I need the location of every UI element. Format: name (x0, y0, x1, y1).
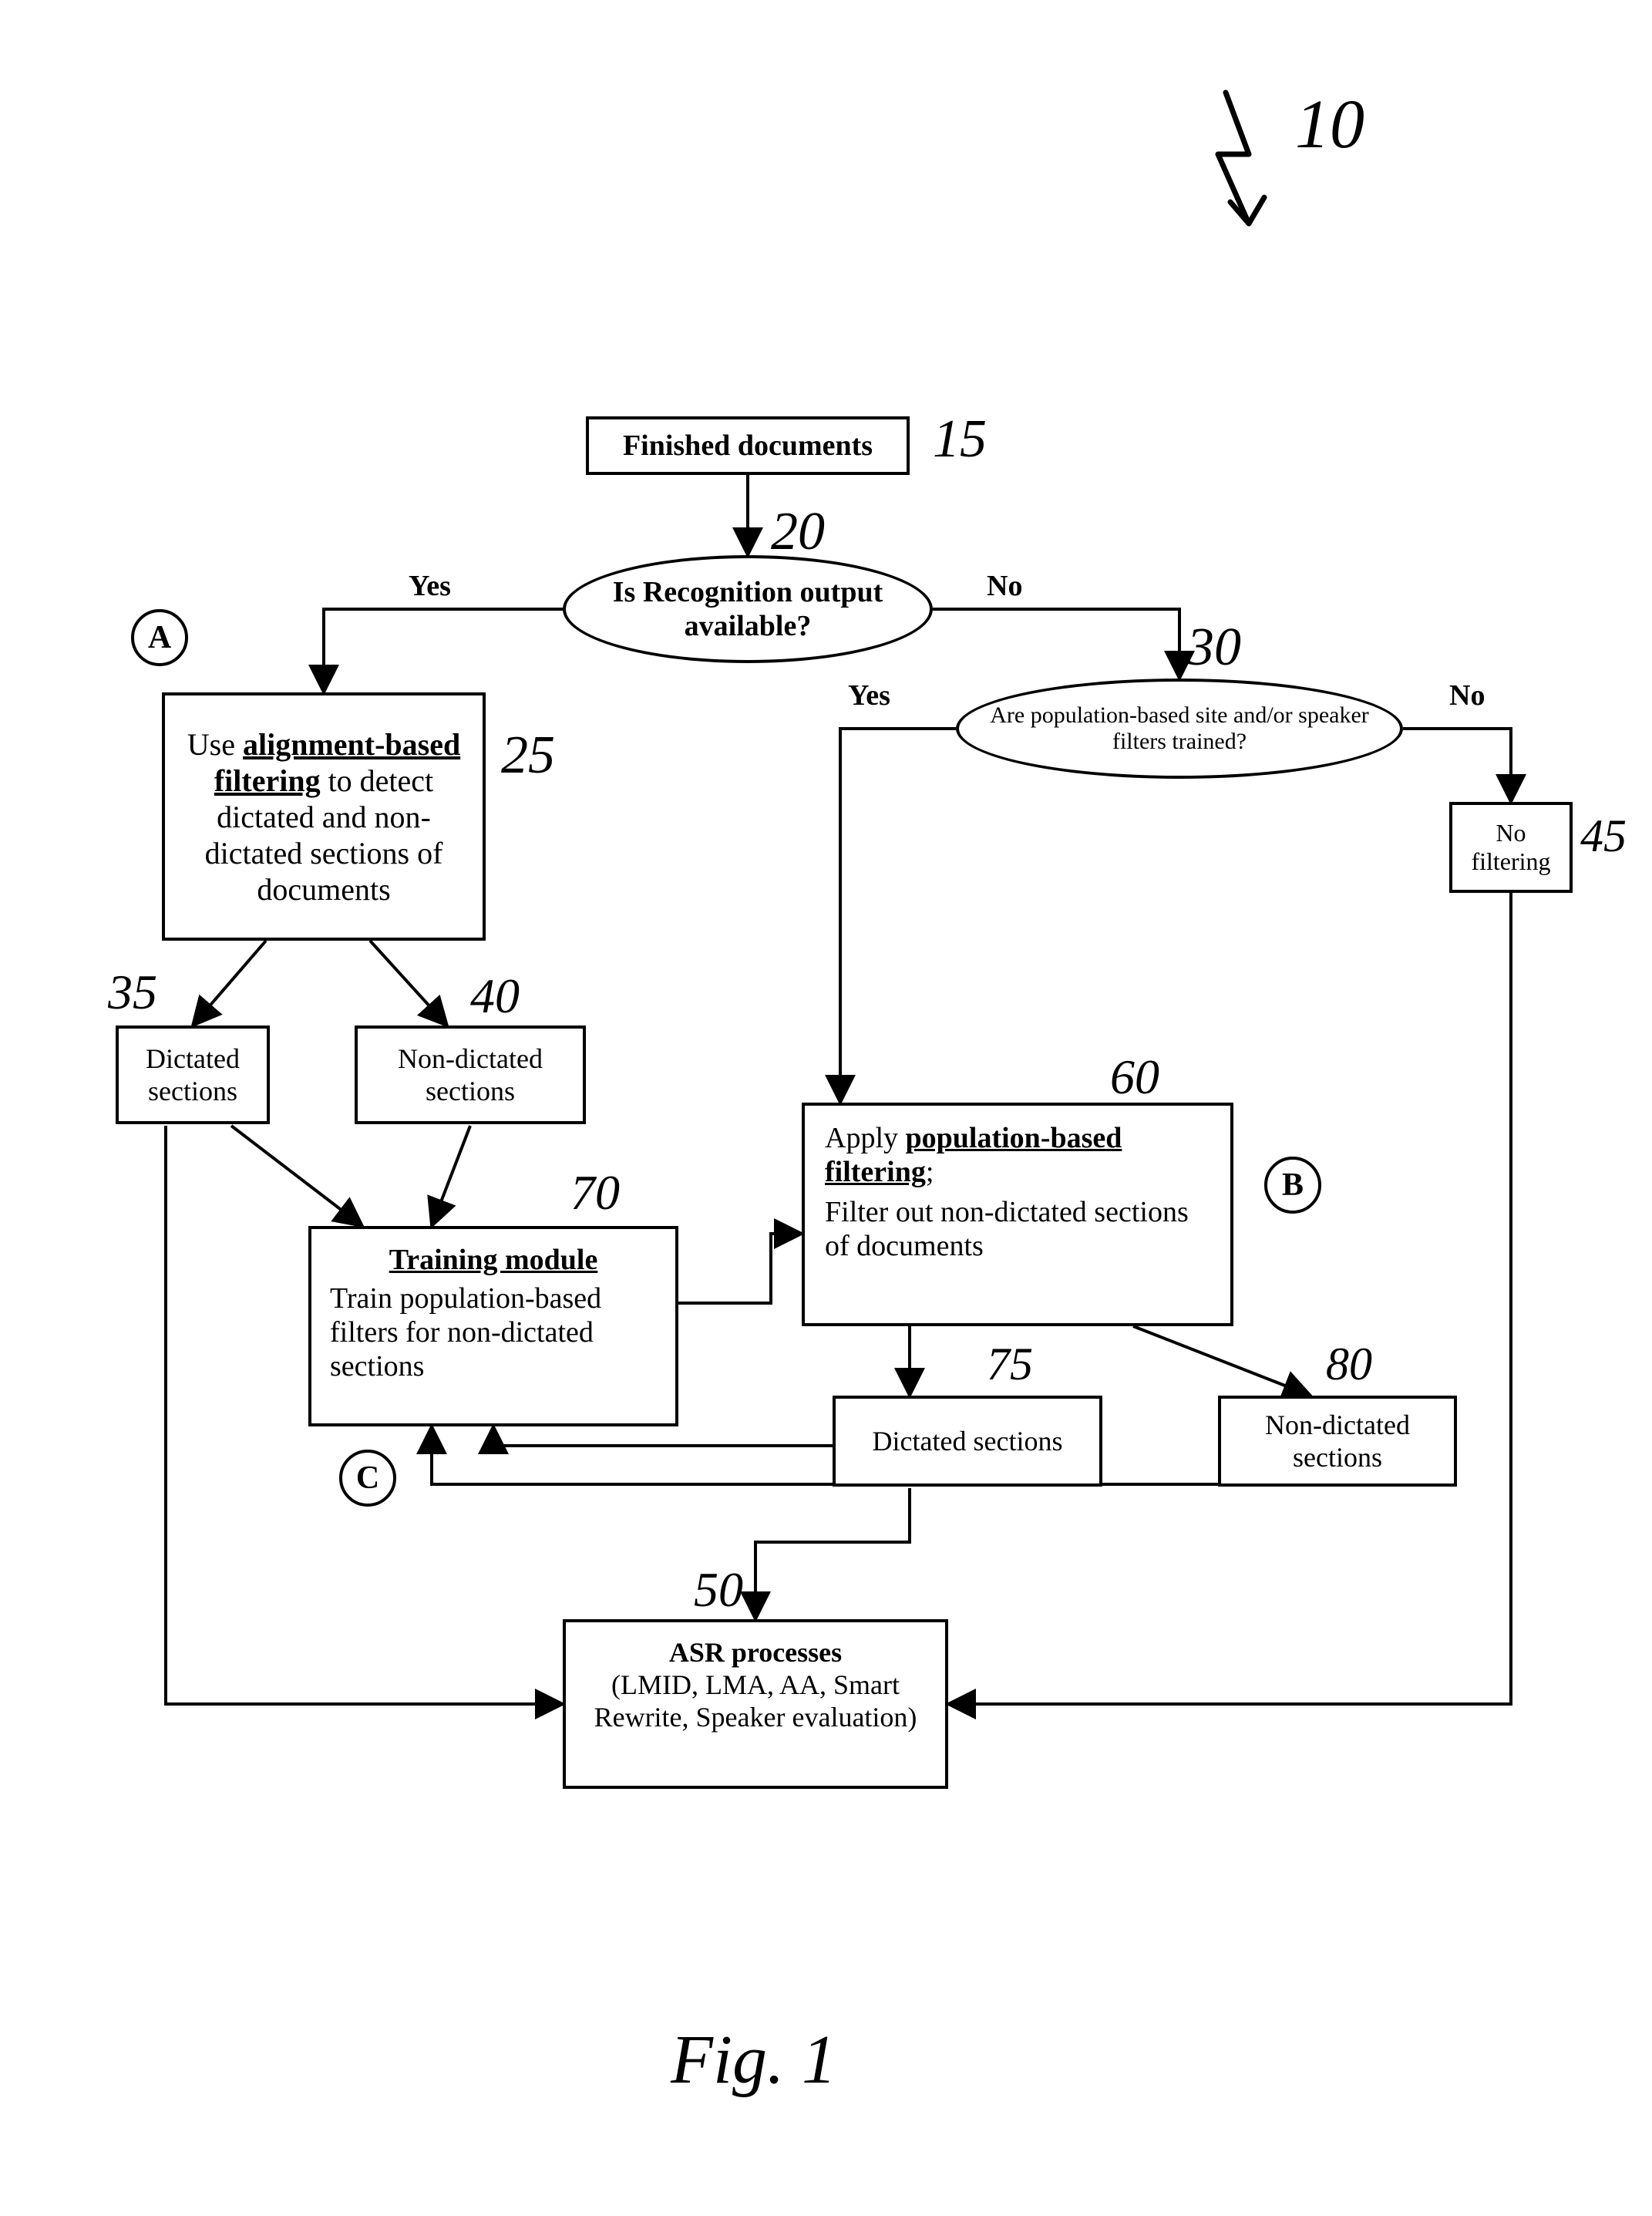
circle-B-text: B (1282, 1167, 1304, 1204)
node-nofilter-text: No filtering (1463, 819, 1559, 876)
label-70: 70 (570, 1164, 620, 1221)
flowchart-stage: 10 Finished documents 15 Is Recognition … (0, 0, 1652, 2216)
node-recog: Is Recognition output available? (563, 555, 933, 663)
annotation-10: 10 (1295, 85, 1364, 164)
node-dict1: Dictated sections (116, 1025, 270, 1124)
circle-B: B (1264, 1157, 1321, 1214)
label-30: 30 (1187, 617, 1241, 679)
figure-label: Fig. 1 (671, 2020, 836, 2100)
align-pre: Use (187, 727, 243, 762)
label-60: 60 (1110, 1049, 1159, 1106)
circle-A-text: A (148, 619, 171, 656)
node-finished: Finished documents (586, 416, 910, 475)
popfilter-line1: Apply population-based filtering; (825, 1121, 1210, 1189)
label-15: 15 (933, 409, 987, 470)
label-20: 20 (771, 501, 825, 563)
asr-body: (LMID, LMA, AA, Smart Rewrite, Speaker e… (583, 1669, 928, 1733)
edge-label-no-2: No (1449, 679, 1485, 712)
node-popQ-text: Are population-based site and/or speaker… (982, 702, 1377, 755)
asr-title: ASR processes (583, 1636, 928, 1669)
label-25: 25 (501, 725, 555, 786)
train-title: Training module (330, 1243, 657, 1277)
circle-C: C (339, 1450, 396, 1507)
node-train: Training module Train population-based f… (308, 1226, 678, 1426)
label-35: 35 (108, 964, 157, 1021)
circle-A: A (131, 609, 188, 666)
node-popfilter: Apply population-based filtering; Filter… (802, 1103, 1233, 1326)
node-align: Use alignment-based filtering to detect … (162, 692, 486, 941)
train-body: Train population-based filters for non-d… (330, 1281, 657, 1383)
node-dict2: Dictated sections (833, 1396, 1102, 1487)
node-nondict2-text: Non-dictated sections (1232, 1409, 1443, 1473)
edge-label-yes-1: Yes (409, 569, 451, 603)
node-dict1-text: Dictated sections (130, 1042, 256, 1107)
node-align-body: Use alignment-based filtering to detect … (176, 726, 472, 908)
node-nofilter: No filtering (1449, 802, 1573, 893)
edge-label-no-1: No (987, 569, 1022, 603)
node-recog-text: Is Recognition output available? (589, 575, 907, 643)
node-nondict1-text: Non-dictated sections (368, 1042, 572, 1107)
popfilter-post: ; (926, 1156, 934, 1188)
node-finished-text: Finished documents (623, 429, 873, 463)
node-nondict2: Non-dictated sections (1218, 1396, 1457, 1487)
node-nondict1: Non-dictated sections (355, 1025, 586, 1124)
popfilter-body: Filter out non-dictated sections of docu… (825, 1195, 1210, 1263)
label-45: 45 (1580, 810, 1627, 863)
label-40: 40 (470, 968, 520, 1025)
edge-label-yes-2: Yes (848, 679, 890, 712)
node-popQ: Are population-based site and/or speaker… (956, 679, 1403, 779)
node-dict2-text: Dictated sections (873, 1425, 1063, 1457)
circle-C-text: C (356, 1460, 379, 1497)
label-50: 50 (694, 1561, 743, 1618)
label-75: 75 (987, 1338, 1033, 1391)
node-asr: ASR processes (LMID, LMA, AA, Smart Rewr… (563, 1619, 948, 1789)
popfilter-pre: Apply (825, 1122, 906, 1154)
label-80: 80 (1326, 1338, 1372, 1391)
